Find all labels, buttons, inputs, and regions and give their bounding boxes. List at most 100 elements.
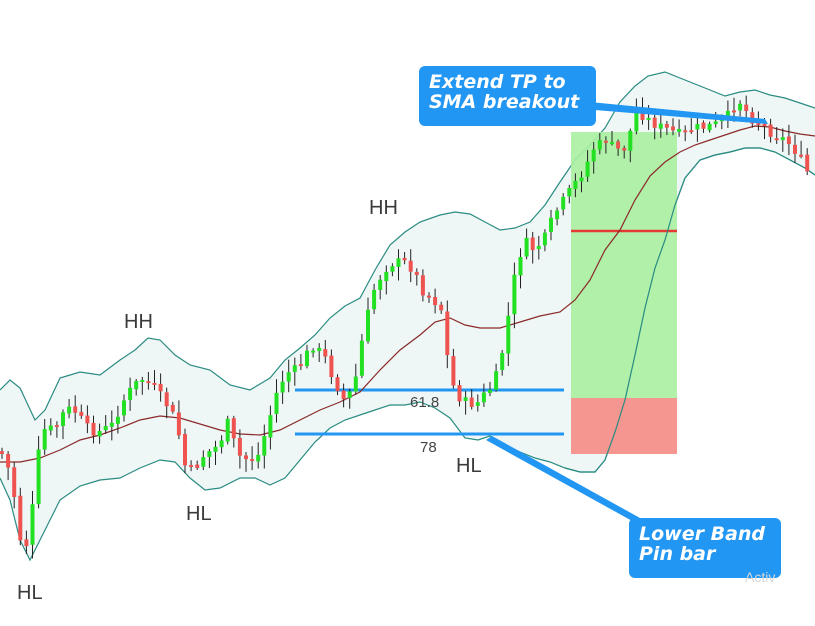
candle <box>689 118 694 134</box>
tp-callout: Extend TP to SMA breakout <box>419 66 596 126</box>
candle-body <box>603 140 608 143</box>
candle <box>457 380 462 407</box>
candle-body <box>219 440 224 448</box>
candle <box>213 440 218 465</box>
candle <box>488 381 492 397</box>
candle-body <box>506 315 511 354</box>
candle <box>109 410 114 441</box>
candle <box>262 424 267 469</box>
candle-body <box>323 349 328 357</box>
candle-body <box>286 372 291 382</box>
candle-body <box>396 258 401 267</box>
candle-body <box>244 455 248 460</box>
candle-body <box>408 260 413 272</box>
candle <box>97 423 102 444</box>
candle-body <box>628 130 633 151</box>
candle <box>146 372 151 390</box>
candle-body <box>579 177 584 182</box>
candle <box>298 353 303 371</box>
candle-body <box>805 154 810 172</box>
candle <box>30 490 35 559</box>
candle <box>677 119 682 137</box>
candle <box>396 249 401 281</box>
candle <box>0 447 4 459</box>
candle <box>402 252 407 265</box>
candle-body <box>298 364 303 367</box>
candle <box>707 121 712 133</box>
candle <box>701 120 706 133</box>
candle <box>579 171 584 193</box>
candle-body <box>402 257 407 261</box>
candle-body <box>774 138 779 141</box>
swing-label-hl: HL <box>186 503 212 525</box>
fib-levels <box>295 388 564 436</box>
candle-body <box>439 304 444 311</box>
candle-body <box>756 122 761 125</box>
candle-body <box>305 350 309 367</box>
candle-body <box>24 539 29 547</box>
candle-body <box>79 411 84 416</box>
candle-body <box>701 122 706 129</box>
candle <box>292 357 297 386</box>
candle <box>115 405 120 434</box>
candle <box>463 391 468 415</box>
candle-body <box>18 495 23 541</box>
candle-body <box>451 356 456 386</box>
candle-body <box>445 311 450 356</box>
candle-body <box>463 397 468 401</box>
bollinger-bands <box>0 71 815 562</box>
candle-body <box>420 275 425 296</box>
candle-body <box>146 381 151 384</box>
candle-body <box>195 464 200 468</box>
candle-body <box>231 418 236 439</box>
candle-body <box>311 350 316 353</box>
candle <box>73 395 78 423</box>
candle <box>250 446 255 471</box>
candle-body <box>268 415 273 438</box>
candle <box>549 209 553 241</box>
candle <box>329 349 334 385</box>
candle-body <box>225 418 230 442</box>
candle <box>725 100 730 128</box>
candle-body <box>54 425 59 428</box>
candle-body <box>329 355 334 378</box>
candle-body <box>555 210 560 220</box>
candle-body <box>97 431 102 437</box>
candle-body <box>616 141 621 149</box>
candle <box>311 348 316 358</box>
candle-body <box>176 412 181 436</box>
candle <box>201 450 206 471</box>
candle <box>317 343 322 362</box>
candle <box>414 268 419 286</box>
candle <box>67 399 72 419</box>
candle <box>384 265 389 295</box>
candle-body <box>384 271 389 282</box>
band-callout: Lower Band Pin bar <box>629 518 781 578</box>
candle-body <box>353 376 358 392</box>
candle <box>445 300 450 369</box>
candle <box>451 348 456 389</box>
candle-body <box>158 383 163 392</box>
candle <box>225 415 230 445</box>
candle <box>79 404 84 419</box>
candle-body <box>488 389 492 393</box>
candle <box>244 451 248 472</box>
candle-body <box>42 429 47 450</box>
candle <box>561 193 566 216</box>
candle-body <box>189 465 194 468</box>
candle <box>274 379 279 423</box>
candle <box>42 418 47 455</box>
candle-body <box>164 392 169 407</box>
candle <box>469 389 474 410</box>
candle <box>372 283 377 314</box>
candle-body <box>213 446 218 452</box>
candle-body <box>524 237 529 257</box>
stop-loss-zone <box>571 398 677 454</box>
candle <box>433 288 438 314</box>
candle-body <box>542 232 547 246</box>
candle-body <box>732 110 736 113</box>
band-area <box>0 72 815 560</box>
candle <box>366 297 370 344</box>
upper-band-line <box>0 71 815 422</box>
candle-body <box>799 154 804 157</box>
